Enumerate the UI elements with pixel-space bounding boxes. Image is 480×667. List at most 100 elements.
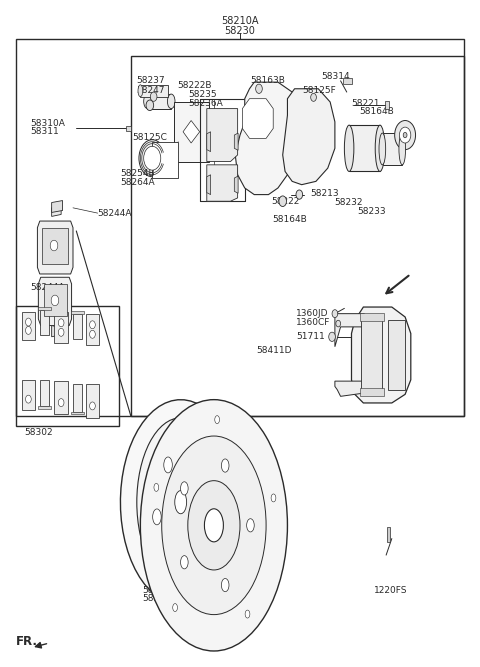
Polygon shape: [207, 175, 211, 195]
Ellipse shape: [154, 484, 159, 492]
Text: 58314: 58314: [322, 72, 350, 81]
Circle shape: [336, 320, 341, 327]
Bar: [384, 101, 389, 109]
Ellipse shape: [194, 464, 203, 480]
Ellipse shape: [180, 482, 188, 495]
Bar: [40, 309, 49, 335]
Ellipse shape: [188, 481, 240, 570]
Circle shape: [90, 321, 96, 329]
Polygon shape: [120, 400, 241, 605]
Circle shape: [146, 100, 154, 111]
Text: 58233: 58233: [358, 207, 386, 215]
Polygon shape: [38, 277, 72, 325]
Ellipse shape: [138, 85, 143, 97]
Text: 58230: 58230: [225, 25, 255, 35]
Text: 58254B: 58254B: [120, 169, 155, 178]
Bar: [140, 85, 168, 97]
Circle shape: [90, 330, 96, 338]
Polygon shape: [388, 320, 405, 390]
Circle shape: [58, 319, 64, 327]
Polygon shape: [52, 325, 60, 337]
Circle shape: [25, 395, 31, 403]
Polygon shape: [283, 89, 335, 185]
Bar: [16, 39, 464, 416]
Circle shape: [311, 93, 316, 101]
Polygon shape: [335, 381, 364, 396]
Polygon shape: [234, 133, 238, 150]
Ellipse shape: [157, 456, 204, 548]
Ellipse shape: [144, 94, 151, 109]
Text: 58390B: 58390B: [143, 586, 178, 595]
Bar: [147, 94, 171, 109]
Bar: [16, 305, 120, 426]
Ellipse shape: [221, 459, 229, 472]
Bar: [54, 311, 68, 344]
Bar: [86, 313, 99, 346]
Text: 1220FS: 1220FS: [374, 586, 408, 595]
Bar: [54, 381, 68, 414]
Ellipse shape: [181, 536, 189, 552]
Bar: [22, 380, 35, 410]
Ellipse shape: [140, 400, 288, 651]
Text: 1360CF: 1360CF: [296, 317, 330, 327]
Polygon shape: [183, 121, 200, 143]
Ellipse shape: [164, 457, 172, 473]
Polygon shape: [242, 99, 273, 138]
Text: 58236A: 58236A: [189, 99, 224, 108]
Bar: [174, 102, 209, 161]
Text: 58247: 58247: [137, 85, 165, 95]
Text: 58222B: 58222B: [178, 81, 212, 90]
Circle shape: [332, 309, 338, 317]
Bar: [383, 133, 402, 165]
Ellipse shape: [379, 133, 385, 165]
Text: 1360JD: 1360JD: [296, 309, 328, 318]
Text: 58222: 58222: [271, 197, 299, 205]
Text: 58237: 58237: [137, 76, 165, 85]
Circle shape: [329, 332, 336, 342]
Ellipse shape: [173, 604, 178, 612]
Polygon shape: [37, 221, 73, 274]
Circle shape: [90, 402, 96, 410]
Bar: [73, 384, 83, 412]
Ellipse shape: [153, 509, 161, 525]
Text: 58235: 58235: [189, 90, 217, 99]
Circle shape: [403, 133, 407, 137]
Ellipse shape: [204, 509, 223, 542]
Bar: [131, 55, 464, 416]
Polygon shape: [207, 109, 238, 161]
Polygon shape: [235, 82, 306, 195]
Text: FR.: FR.: [16, 635, 38, 648]
Ellipse shape: [175, 491, 187, 514]
Ellipse shape: [375, 125, 384, 171]
Ellipse shape: [168, 94, 175, 109]
Text: 58164B: 58164B: [272, 215, 307, 224]
Polygon shape: [207, 165, 238, 201]
Polygon shape: [207, 132, 211, 151]
Circle shape: [58, 399, 64, 407]
Circle shape: [144, 146, 161, 170]
Circle shape: [58, 328, 64, 336]
Ellipse shape: [162, 436, 266, 614]
Circle shape: [51, 295, 59, 305]
Ellipse shape: [147, 438, 214, 567]
Text: 58163B: 58163B: [251, 76, 285, 85]
Polygon shape: [71, 412, 84, 414]
Circle shape: [50, 240, 58, 251]
Bar: [387, 528, 390, 542]
Polygon shape: [38, 406, 51, 409]
Text: 58221: 58221: [351, 99, 380, 108]
Circle shape: [399, 127, 411, 143]
Bar: [343, 78, 352, 84]
Text: 51711: 51711: [296, 332, 325, 342]
Ellipse shape: [344, 125, 354, 171]
Polygon shape: [234, 176, 238, 193]
Bar: [86, 384, 99, 418]
Bar: [152, 141, 179, 178]
Bar: [22, 312, 35, 340]
Circle shape: [296, 190, 302, 199]
Polygon shape: [38, 307, 51, 309]
Polygon shape: [335, 313, 364, 347]
Polygon shape: [42, 227, 68, 264]
Circle shape: [279, 196, 287, 207]
Text: 58302: 58302: [24, 428, 53, 437]
